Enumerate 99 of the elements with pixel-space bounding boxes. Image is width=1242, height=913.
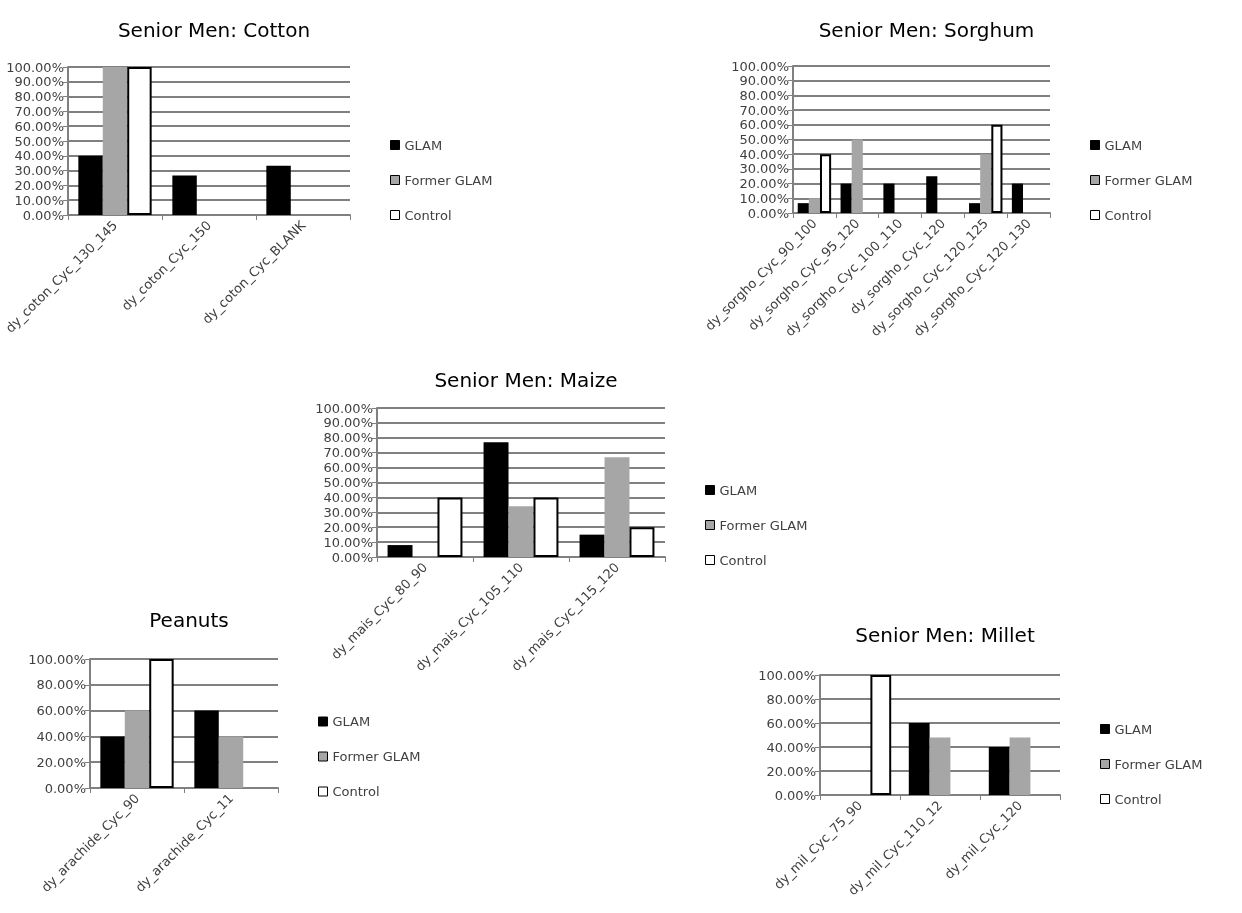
y-tick-label: 70.00% <box>14 103 64 119</box>
bar <box>387 545 413 557</box>
y-tick-label: 20.00% <box>766 763 816 779</box>
bar <box>629 527 655 557</box>
bar <box>851 139 863 213</box>
y-tick-label: 0.00% <box>747 205 789 221</box>
chart-title: Senior Men: Maize <box>434 368 618 392</box>
bar <box>870 675 892 795</box>
y-tick-label: 90.00% <box>14 74 64 90</box>
y-tick-label: 20.00% <box>323 519 373 535</box>
y-tick-label: 90.00% <box>739 73 789 89</box>
legend-label: Control <box>1114 791 1162 807</box>
bar <box>127 67 152 215</box>
bar <box>218 736 244 788</box>
legend-label: Former GLAM <box>1104 172 1193 188</box>
legend-label: Former GLAM <box>404 172 493 188</box>
legend-label: Control <box>332 784 380 799</box>
y-tick-label: 40.00% <box>739 146 789 162</box>
y-tick-label: 50.00% <box>14 133 64 149</box>
chart-title: Senior Men: Cotton <box>117 18 311 42</box>
bar <box>508 506 534 557</box>
bar <box>980 154 992 213</box>
y-tick-label: 80.00% <box>36 677 86 693</box>
bar <box>172 175 197 215</box>
y-tick-label: 90.00% <box>323 415 373 431</box>
y-tick-label: 60.00% <box>14 118 64 134</box>
legend-label: Former GLAM <box>1114 756 1203 772</box>
bar <box>579 534 605 557</box>
y-tick-label: 100.00% <box>28 651 86 667</box>
bar <box>883 183 895 213</box>
legend-label: GLAM <box>719 482 758 498</box>
y-tick-label: 60.00% <box>36 703 86 719</box>
y-tick-label: 20.00% <box>739 176 789 192</box>
y-tick-label: 0.00% <box>331 549 373 565</box>
y-tick-label: 50.00% <box>323 475 373 490</box>
y-tick-label: 0.00% <box>774 787 816 803</box>
y-tick-label: 60.00% <box>323 460 373 476</box>
bar <box>908 723 930 795</box>
y-tick-label: 30.00% <box>323 504 373 520</box>
y-tick-label: 80.00% <box>323 430 373 446</box>
y-tick-label: 80.00% <box>14 89 64 105</box>
legend-label: Former GLAM <box>332 749 421 764</box>
y-tick-label: 60.00% <box>766 715 816 731</box>
bar <box>100 736 125 788</box>
y-tick-label: 40.00% <box>323 489 373 505</box>
legend-label: Control <box>1104 207 1152 223</box>
y-tick-label: 80.00% <box>739 87 789 103</box>
y-tick-label: 10.00% <box>14 192 64 208</box>
y-tick-label: 100.00% <box>315 400 373 416</box>
y-tick-label: 30.00% <box>739 161 789 177</box>
bar <box>533 497 559 557</box>
y-tick-label: 20.00% <box>14 177 64 193</box>
y-tick-label: 100.00% <box>6 59 64 75</box>
y-tick-label: 100.00% <box>731 58 789 74</box>
legend-label: GLAM <box>1104 137 1143 153</box>
bar <box>929 737 951 795</box>
bar <box>988 747 1010 795</box>
y-tick-label: 100.00% <box>758 667 816 683</box>
y-tick-label: 0.00% <box>22 207 64 223</box>
bar <box>149 659 174 788</box>
bar <box>437 497 463 557</box>
legend-label: GLAM <box>1114 721 1153 737</box>
legend-label: GLAM <box>332 714 371 729</box>
bar <box>926 176 938 213</box>
y-tick-label: 70.00% <box>323 445 373 461</box>
y-tick-label: 30.00% <box>14 163 64 179</box>
legend-label: GLAM <box>404 137 443 153</box>
bar <box>991 124 1003 213</box>
bar <box>969 203 981 213</box>
bar <box>194 710 219 788</box>
legend-label: Former GLAM <box>719 517 808 533</box>
bar <box>124 710 150 788</box>
y-tick-label: 20.00% <box>36 754 86 770</box>
chart-title: Senior Men: Sorghum <box>818 18 1035 42</box>
bar <box>840 183 852 213</box>
bar <box>808 198 820 213</box>
bar <box>1009 737 1031 795</box>
y-tick-label: 40.00% <box>14 148 64 164</box>
y-tick-label: 80.00% <box>766 691 816 707</box>
y-tick-label: 10.00% <box>323 534 373 550</box>
chart-title: Peanuts <box>149 608 229 632</box>
bar <box>78 155 103 215</box>
y-tick-label: 40.00% <box>766 739 816 755</box>
y-tick-label: 70.00% <box>739 102 789 118</box>
bar <box>797 203 809 213</box>
legend-label: Control <box>404 207 452 223</box>
y-tick-label: 60.00% <box>739 117 789 133</box>
bar <box>1011 183 1024 213</box>
bar <box>819 154 832 213</box>
y-tick-label: 50.00% <box>739 132 789 147</box>
y-tick-label: 0.00% <box>44 780 86 796</box>
legend-label: Control <box>719 552 767 568</box>
y-tick-label: 40.00% <box>36 728 86 744</box>
bar <box>483 442 509 557</box>
bar <box>102 67 128 215</box>
y-tick-label: 10.00% <box>739 190 789 206</box>
bar <box>266 165 291 215</box>
bar <box>604 457 630 557</box>
chart-title: Senior Men: Millet <box>855 623 1035 647</box>
